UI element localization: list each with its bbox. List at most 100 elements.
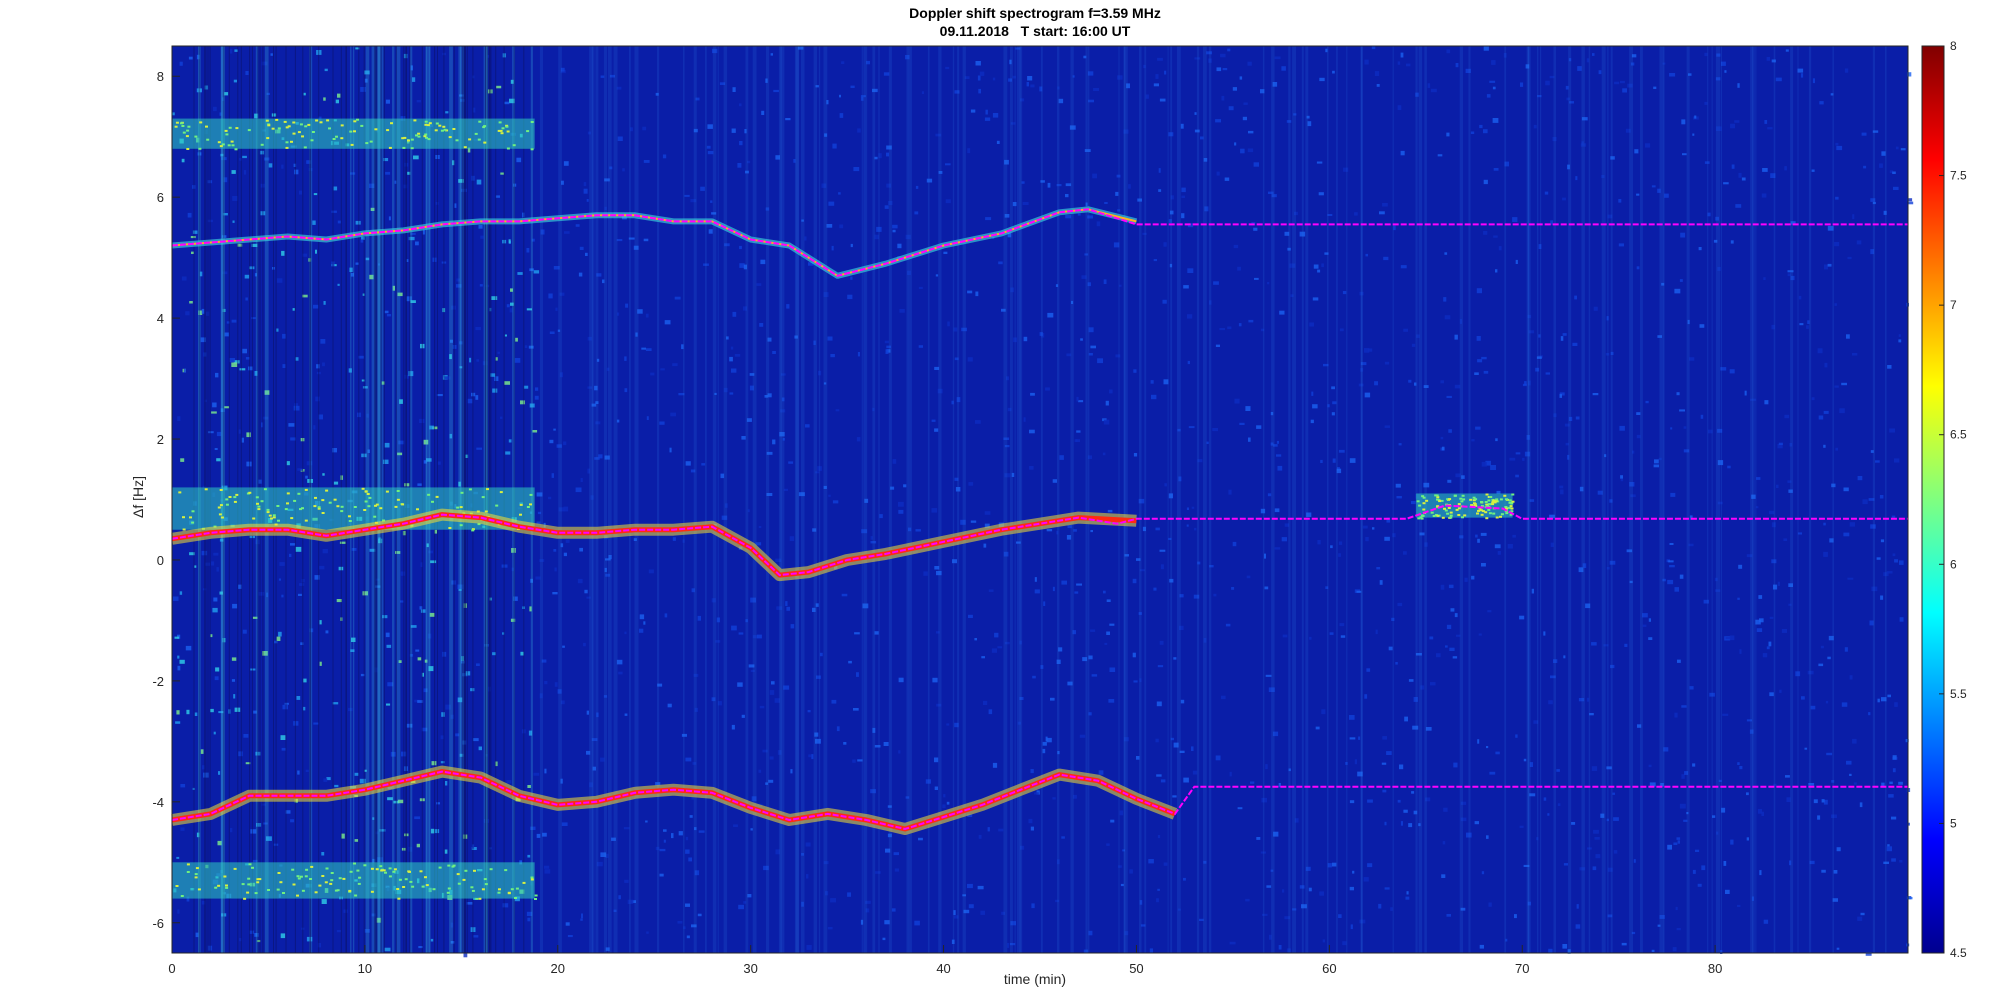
noise-speck <box>1423 482 1430 488</box>
noise-speck <box>659 848 666 852</box>
noise-speck <box>541 659 547 663</box>
noise-speck <box>1892 171 1896 174</box>
noise-speck <box>648 569 654 574</box>
noise-speck <box>1661 282 1665 286</box>
noise-speck <box>1076 396 1079 402</box>
noise-speck <box>337 93 341 98</box>
noise-speck <box>823 861 829 865</box>
noise-speck <box>1284 523 1290 527</box>
vertical-stripe <box>717 46 719 953</box>
noise-speck <box>1177 908 1181 911</box>
noise-speck <box>1790 221 1796 225</box>
noise-speck <box>690 469 696 473</box>
noise-speck <box>1483 46 1489 51</box>
noise-speck <box>663 829 667 832</box>
noise-speck <box>282 364 286 368</box>
noise-speck <box>1419 532 1425 536</box>
noise-speck <box>339 541 346 544</box>
noise-speck <box>1242 116 1247 121</box>
noise-speck <box>1811 169 1815 172</box>
noise-speck <box>1193 594 1200 599</box>
noise-speck <box>1737 83 1740 88</box>
noise-speck <box>494 376 499 381</box>
noise-speck <box>1343 167 1349 172</box>
noise-speck <box>437 461 441 465</box>
noise-speck <box>1718 779 1722 782</box>
noise-speck <box>1576 904 1579 909</box>
noise-speck <box>1677 840 1680 844</box>
noise-speck <box>504 381 510 385</box>
noise-speck <box>1087 71 1094 76</box>
vertical-stripe <box>1707 46 1709 953</box>
noise-speck <box>1627 83 1633 88</box>
band-speck <box>432 888 436 891</box>
band-speck <box>498 121 502 124</box>
noise-speck <box>1667 844 1672 850</box>
noise-speck <box>1047 182 1051 188</box>
noise-speck <box>413 155 419 160</box>
noise-speck <box>278 631 282 637</box>
noise-speck <box>907 270 911 275</box>
noise-speck <box>1755 506 1759 509</box>
noise-speck <box>313 425 316 430</box>
noise-speck <box>756 283 762 286</box>
noise-speck <box>872 727 876 733</box>
vertical-stripe <box>1139 46 1142 953</box>
noise-speck <box>524 345 528 348</box>
noise-speck <box>1332 458 1336 463</box>
noise-speck <box>233 360 240 364</box>
noise-speck <box>1194 527 1197 531</box>
noise-speck <box>249 266 255 270</box>
band-speck <box>197 888 201 891</box>
band-speck <box>1507 506 1511 509</box>
noise-speck <box>1717 460 1724 466</box>
noise-speck <box>1225 623 1231 627</box>
noise-speck <box>664 613 668 618</box>
noise-speck <box>1729 635 1735 641</box>
noise-speck <box>936 571 942 576</box>
tracked-lines <box>171 208 1908 831</box>
noise-speck <box>642 126 647 131</box>
noise-speck <box>245 357 250 360</box>
noise-speck <box>1173 657 1177 660</box>
noise-speck <box>1900 148 1906 151</box>
noise-speck <box>841 61 845 64</box>
noise-speck <box>1354 212 1358 216</box>
noise-speck <box>231 362 238 367</box>
noise-speck <box>1483 231 1488 235</box>
band-speck <box>223 875 227 878</box>
noise-speck <box>1138 612 1142 615</box>
noise-speck <box>1020 845 1025 850</box>
noise-speck <box>1708 429 1713 434</box>
noise-speck <box>1694 115 1697 119</box>
band-speck <box>1480 513 1484 516</box>
noise-speck <box>697 913 702 917</box>
band-speck <box>366 493 370 495</box>
band-speck <box>417 135 421 138</box>
noise-speck <box>1777 444 1783 449</box>
noise-speck <box>1142 232 1147 235</box>
noise-speck <box>850 243 853 248</box>
noise-speck <box>1215 119 1221 123</box>
vertical-stripe <box>1832 46 1834 953</box>
noise-speck <box>1384 887 1390 890</box>
noise-speck <box>782 438 785 441</box>
noise-speck <box>459 341 464 345</box>
noise-speck <box>457 697 463 703</box>
noise-speck <box>624 388 628 393</box>
noise-speck <box>544 865 550 869</box>
noise-speck <box>1603 644 1609 647</box>
noise-speck <box>231 170 236 174</box>
noise-speck <box>536 521 541 525</box>
noise-speck <box>681 733 687 737</box>
noise-speck <box>258 592 265 596</box>
noise-speck <box>239 368 246 371</box>
noise-speck <box>1537 95 1542 98</box>
noise-speck <box>502 903 509 908</box>
noise-speck <box>1390 907 1393 911</box>
noise-speck <box>1057 859 1060 865</box>
noise-speck <box>412 77 416 82</box>
band-speck <box>1461 494 1465 497</box>
noise-speck <box>998 261 1003 265</box>
noise-speck <box>1305 866 1311 871</box>
